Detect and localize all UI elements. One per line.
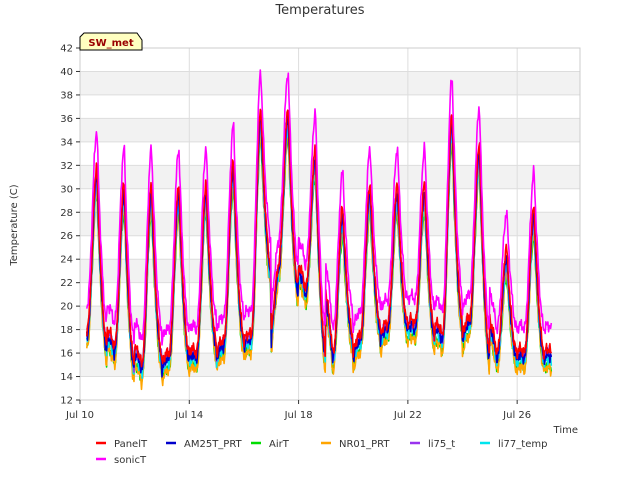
plot-frame: [79, 47, 581, 401]
y-tick-label: 32: [60, 161, 73, 172]
legend-item-NR01_PRT: NR01_PRT: [321, 439, 390, 450]
chart-title: Temperatures: [274, 3, 364, 18]
y-tick-label: 42: [60, 44, 73, 55]
x-tick-label: Jul 22: [393, 410, 422, 421]
legend-item-AirT: AirT: [251, 439, 290, 450]
legend-item-li75_t: li75_t: [410, 439, 455, 450]
legend-item-PanelT: PanelT: [96, 439, 148, 450]
y-tick-label: 18: [60, 325, 73, 336]
series-line-PanelT: [86, 108, 553, 368]
y-axis-label: Temperature (C): [9, 184, 20, 266]
grid-band: [80, 353, 580, 377]
x-axis-label: Time: [553, 425, 578, 436]
legend-item-sonicT: sonicT: [96, 455, 147, 466]
x-tick-label: Jul 14: [174, 410, 203, 421]
y-tick-label: 22: [60, 278, 73, 289]
legend-label: AirT: [269, 439, 290, 450]
x-tick-label: Jul 26: [502, 410, 531, 421]
y-tick-label: 12: [60, 396, 73, 407]
y-tick-label: 28: [60, 208, 73, 219]
grid-band: [80, 71, 580, 95]
legend-label: NR01_PRT: [339, 439, 390, 450]
grid-band: [80, 165, 580, 189]
y-tick-label: 16: [60, 349, 73, 360]
y-tick-label: 38: [60, 90, 73, 101]
station-badge-label: SW_met: [88, 38, 133, 49]
x-tick-label: Jul 18: [284, 410, 313, 421]
y-tick-label: 30: [60, 184, 73, 195]
legend-item-AM25T_PRT: AM25T_PRT: [166, 439, 243, 450]
grid-band: [80, 118, 580, 142]
station-badge: SW_met: [79, 32, 143, 51]
y-tick-label: 36: [60, 114, 73, 125]
legend-item-li77_temp: li77_temp: [480, 439, 547, 450]
x-tick-label: Jul 10: [65, 410, 94, 421]
legend-label: li77_temp: [498, 439, 547, 450]
y-tick-label: 20: [60, 302, 73, 313]
series-line-sonicT: [86, 69, 553, 346]
y-tick-label: 24: [60, 255, 73, 266]
grid-band: [80, 259, 580, 283]
legend-label: li75_t: [428, 439, 455, 450]
legend-label: sonicT: [114, 455, 147, 466]
legend-label: PanelT: [114, 439, 148, 450]
y-tick-label: 26: [60, 231, 73, 242]
y-tick-label: 40: [60, 67, 73, 78]
legend-label: AM25T_PRT: [184, 439, 243, 450]
y-tick-label: 14: [60, 372, 73, 383]
y-tick-label: 34: [60, 137, 73, 148]
